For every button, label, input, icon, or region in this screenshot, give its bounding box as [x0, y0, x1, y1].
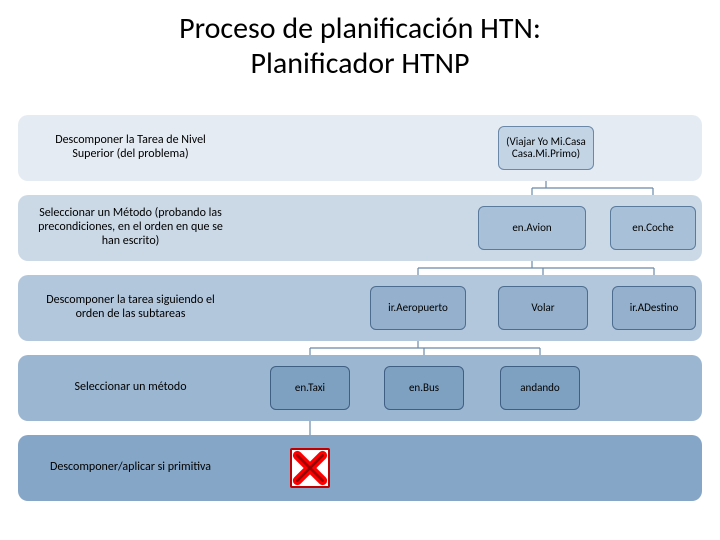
tree-node-volar: Volar	[498, 286, 588, 330]
tree-node-enCoche: en.Coche	[610, 206, 696, 250]
step-label-1: Seleccionar un Método (probando las prec…	[28, 195, 233, 261]
tree-node-enAvion: en.Avion	[478, 206, 586, 250]
step-label-2: Descomponer la tarea siguiendo el orden …	[28, 275, 233, 341]
slide-title: Proceso de planificación HTN: Planificad…	[0, 0, 720, 81]
tree-node-root: (Viajar Yo Mi.Casa Casa.Mi.Primo)	[498, 126, 594, 170]
step-label-0: Descomponer la Tarea de Nivel Superior (…	[28, 115, 233, 181]
title-line-1: Proceso de planificación HTN:	[0, 12, 720, 47]
reject-cross-icon	[290, 448, 330, 488]
step-label-3: Seleccionar un método	[28, 355, 233, 421]
title-line-2: Planificador HTNP	[0, 47, 720, 82]
tree-node-enBus: en.Bus	[384, 366, 464, 410]
tree-node-irADest: ir.ADestino	[612, 286, 696, 330]
tree-node-enTaxi: en.Taxi	[270, 366, 350, 410]
tree-node-andando: andando	[500, 366, 580, 410]
tree-node-irAerop: ir.Aeropuerto	[370, 286, 466, 330]
step-label-4: Descomponer/aplicar si primitiva	[28, 435, 233, 501]
